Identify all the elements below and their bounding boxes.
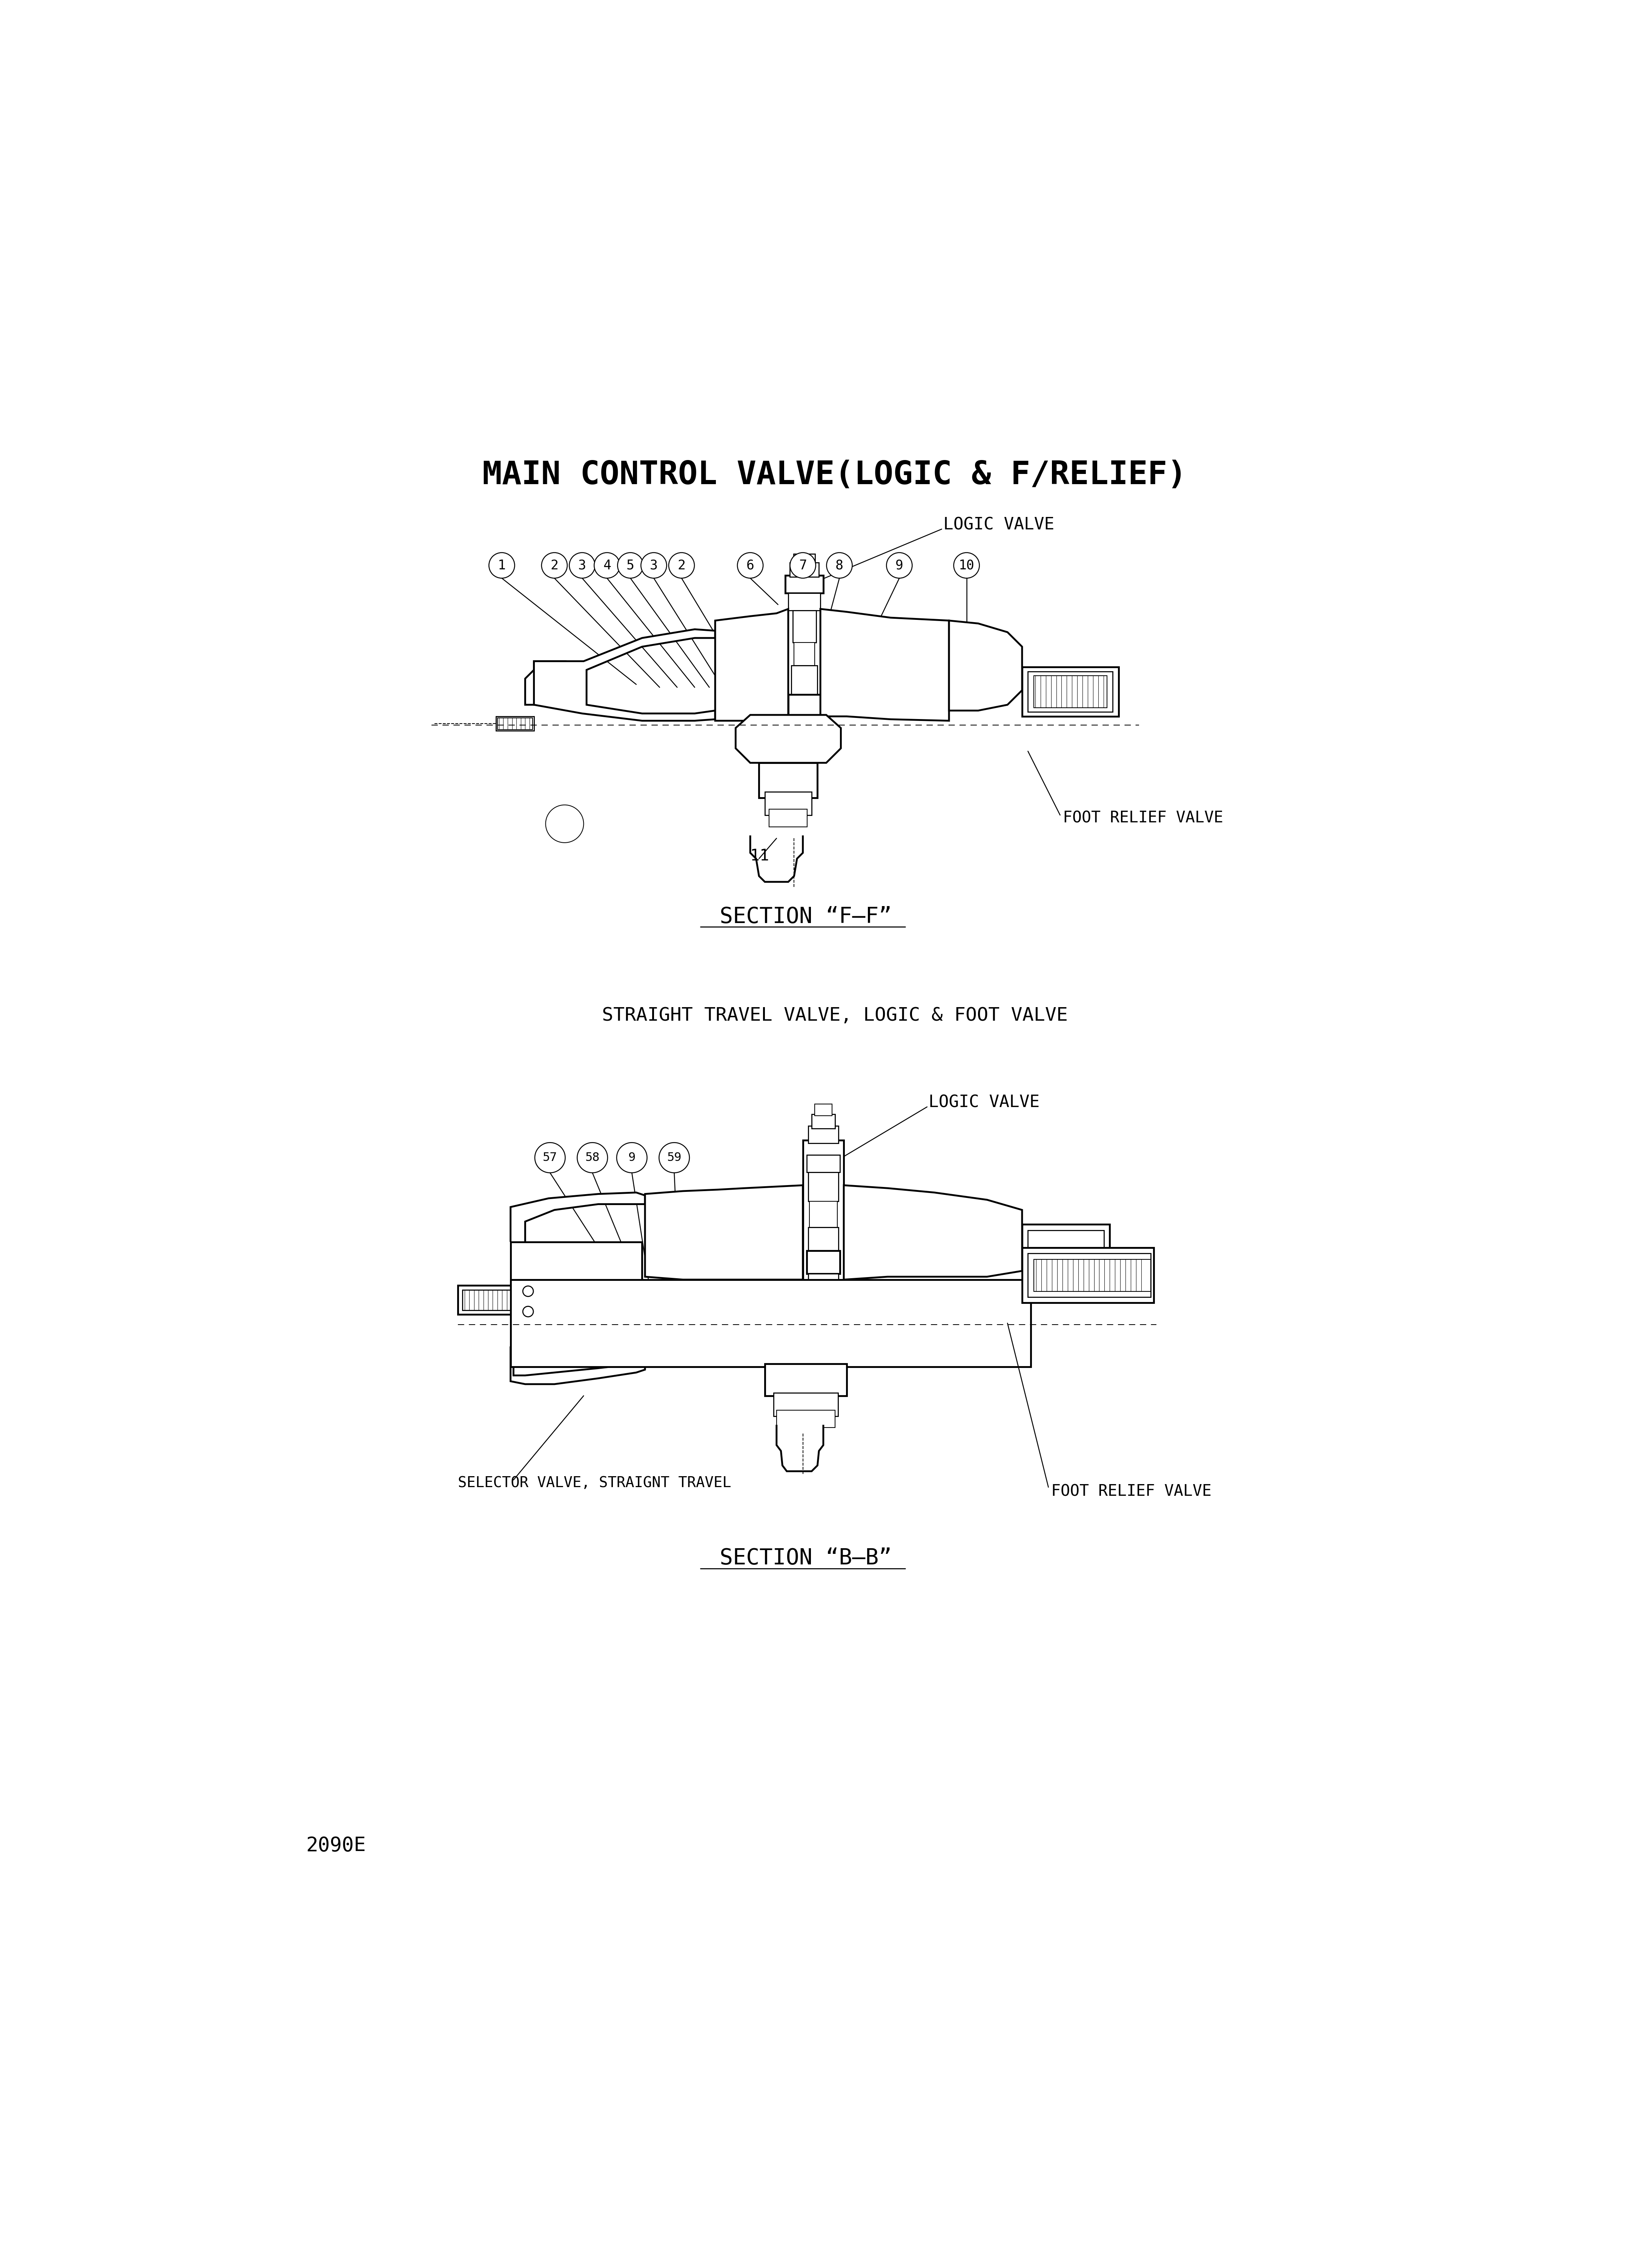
Bar [495, 717, 534, 730]
Bar [806, 1154, 841, 1173]
Circle shape [738, 553, 762, 578]
Bar [1028, 671, 1113, 712]
Bar [1021, 1225, 1109, 1281]
Polygon shape [715, 608, 788, 721]
Text: 11: 11 [751, 848, 769, 864]
Text: 9: 9 [896, 558, 902, 572]
Circle shape [953, 553, 979, 578]
Polygon shape [844, 1186, 1021, 1279]
Text: FOOT RELIEF VALVE: FOOT RELIEF VALVE [1064, 810, 1223, 826]
Bar [777, 1411, 836, 1427]
Bar [790, 562, 819, 576]
Bar [814, 1105, 832, 1116]
Polygon shape [821, 608, 950, 721]
Polygon shape [736, 714, 841, 762]
Text: 7: 7 [798, 558, 806, 572]
Text: STRAIGHT TRAVEL VALVE, LOGIC & FOOT VALVE: STRAIGHT TRAVEL VALVE, LOGIC & FOOT VALV… [601, 1007, 1067, 1025]
Bar [1028, 1254, 1150, 1297]
Circle shape [523, 1286, 533, 1297]
Bar [808, 1173, 839, 1202]
Bar [510, 1279, 1031, 1368]
Text: 4: 4 [603, 558, 611, 572]
Circle shape [640, 553, 666, 578]
Bar [766, 1363, 847, 1395]
Polygon shape [510, 1347, 645, 1383]
Circle shape [790, 553, 816, 578]
Text: 59: 59 [666, 1152, 681, 1163]
Bar [497, 719, 533, 730]
Bar [1021, 667, 1119, 717]
Text: 3: 3 [650, 558, 658, 572]
Circle shape [541, 553, 567, 578]
Bar [803, 1141, 844, 1279]
Bar [463, 1290, 521, 1311]
Text: 57: 57 [542, 1152, 557, 1163]
Bar [1021, 1247, 1153, 1302]
Circle shape [668, 553, 694, 578]
Circle shape [886, 553, 912, 578]
Text: 58: 58 [585, 1152, 599, 1163]
Text: 8: 8 [836, 558, 844, 572]
Text: 10: 10 [959, 558, 974, 572]
Bar [808, 1275, 839, 1290]
Circle shape [534, 1143, 565, 1173]
Bar [793, 553, 814, 565]
Circle shape [826, 553, 852, 578]
Text: 2: 2 [551, 558, 559, 572]
Text: 2: 2 [678, 558, 686, 572]
Text: SECTION “B—B”: SECTION “B—B” [720, 1547, 893, 1569]
Circle shape [546, 805, 583, 844]
Bar [793, 610, 816, 642]
Text: SELECTOR VALVE, STRAIGNT TRAVEL: SELECTOR VALVE, STRAIGNT TRAVEL [458, 1476, 731, 1490]
Bar [1034, 1259, 1150, 1290]
Bar [788, 694, 821, 714]
Polygon shape [534, 628, 715, 721]
Polygon shape [645, 1186, 803, 1279]
Bar [808, 1125, 839, 1143]
Bar [1034, 676, 1106, 708]
Text: 1: 1 [498, 558, 505, 572]
Circle shape [595, 553, 621, 578]
Polygon shape [751, 835, 803, 882]
Polygon shape [777, 1424, 823, 1472]
Bar [458, 1286, 525, 1315]
Text: MAIN CONTROL VALVE(LOGIC & F/RELIEF): MAIN CONTROL VALVE(LOGIC & F/RELIEF) [482, 460, 1188, 492]
Bar [811, 1114, 836, 1129]
Bar [792, 665, 818, 694]
Text: 2090E: 2090E [306, 1837, 367, 1855]
Circle shape [569, 553, 595, 578]
Circle shape [523, 1306, 533, 1318]
Text: LOGIC VALVE: LOGIC VALVE [929, 1095, 1039, 1111]
Bar [788, 592, 821, 610]
Bar [785, 576, 823, 592]
Polygon shape [525, 662, 583, 705]
Bar [793, 642, 814, 665]
Text: LOGIC VALVE: LOGIC VALVE [943, 517, 1054, 533]
Polygon shape [510, 1193, 645, 1243]
Bar [510, 1243, 642, 1347]
Bar [769, 810, 808, 828]
Text: SECTION “F—F”: SECTION “F—F” [720, 905, 893, 928]
Bar [774, 1393, 837, 1415]
Text: FOOT RELIEF VALVE: FOOT RELIEF VALVE [1051, 1483, 1212, 1499]
Bar [766, 792, 811, 814]
Circle shape [660, 1143, 689, 1173]
Text: 3: 3 [578, 558, 586, 572]
Circle shape [489, 553, 515, 578]
Circle shape [577, 1143, 608, 1173]
Bar [806, 1250, 841, 1275]
Bar [759, 762, 818, 798]
Text: 9: 9 [629, 1152, 635, 1163]
Bar [1028, 1229, 1104, 1277]
Circle shape [617, 553, 643, 578]
Bar [810, 1202, 837, 1227]
Polygon shape [950, 621, 1021, 710]
Text: 6: 6 [746, 558, 754, 572]
Text: 5: 5 [627, 558, 634, 572]
Bar [808, 1227, 839, 1250]
Circle shape [617, 1143, 647, 1173]
